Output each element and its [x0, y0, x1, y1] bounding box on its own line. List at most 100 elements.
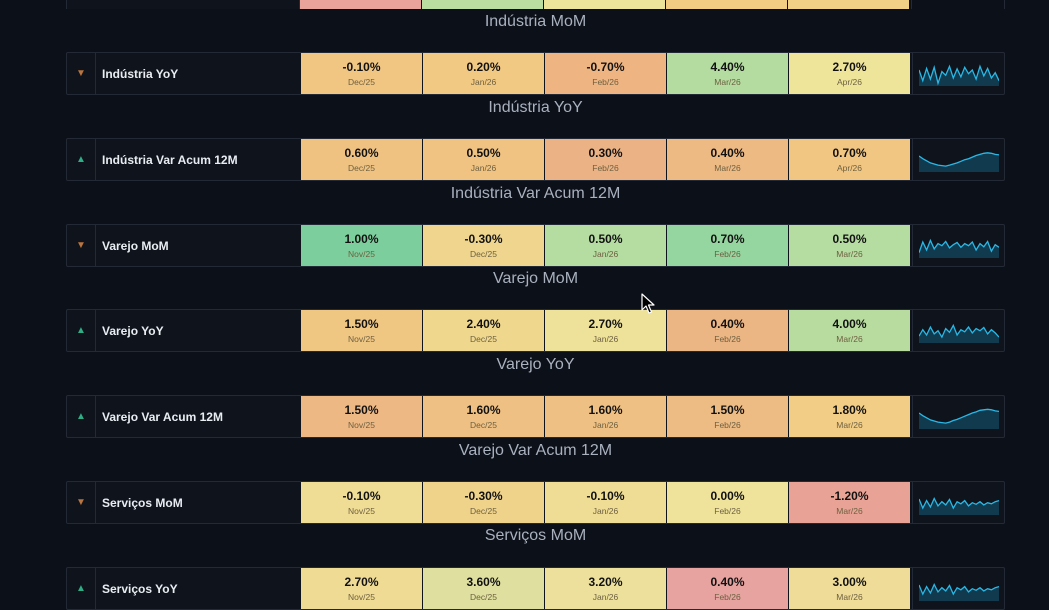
- cell-value: 0.40%: [710, 145, 745, 160]
- cell-value: 3.60%: [466, 574, 501, 589]
- value-cell[interactable]: 1.60% Dec/25: [423, 396, 544, 437]
- value-cell[interactable]: -1.20% Mar/26: [789, 482, 910, 523]
- indicator-row[interactable]: ▲ Serviços YoY 2.70% Nov/25 3.60% Dec/25 3.20%…: [66, 567, 1005, 610]
- value-cell[interactable]: 2.40% Dec/25: [423, 310, 544, 351]
- cell-date: Dec/25: [470, 248, 497, 259]
- sparkline-chart: [912, 482, 1004, 523]
- cell-date: Mar/26: [836, 333, 863, 344]
- cell-date: Feb/26: [714, 333, 741, 344]
- value-cell[interactable]: 1.50% Nov/25: [301, 396, 422, 437]
- value-cell[interactable]: -0.30% Dec/25: [423, 225, 544, 266]
- value-cell[interactable]: 1.50% Feb/26: [667, 396, 788, 437]
- value-cell[interactable]: 3.60% Dec/25: [423, 568, 544, 609]
- cell-value: -0.70%: [586, 59, 625, 74]
- value-cell[interactable]: 1.80% Mar/26: [789, 396, 910, 437]
- value-cell[interactable]: 0.50% Mar/26: [789, 225, 910, 266]
- indicator-row[interactable]: ▲ Varejo YoY 1.50% Nov/25 2.40% Dec/25 2.70% Ja…: [66, 309, 1005, 352]
- cell-value: 0.30%: [588, 145, 623, 160]
- value-cell[interactable]: [300, 0, 421, 9]
- cell-date: Feb/26: [714, 591, 741, 602]
- cell-date: Mar/26: [836, 248, 863, 259]
- cell-value: 1.50%: [344, 402, 379, 417]
- value-cell[interactable]: [666, 0, 787, 9]
- cell-date: Mar/26: [714, 162, 741, 173]
- cell-date: Feb/26: [592, 76, 619, 87]
- value-cell[interactable]: 0.60% Dec/25: [301, 139, 422, 180]
- cell-date: Jan/26: [592, 248, 619, 259]
- triangle-down-icon: ▼: [67, 225, 96, 266]
- cell-value: 0.70%: [710, 231, 745, 246]
- cell-date: Nov/25: [348, 333, 375, 344]
- value-cell[interactable]: 2.70% Apr/26: [789, 53, 910, 94]
- sparkline-chart: [912, 139, 1004, 180]
- row-name: Varejo MoM: [102, 238, 169, 253]
- value-cell[interactable]: -0.10% Dec/25: [301, 53, 422, 94]
- value-cell[interactable]: 0.00% Feb/26: [667, 482, 788, 523]
- value-cell[interactable]: 2.70% Nov/25: [301, 568, 422, 609]
- value-cell[interactable]: -0.10% Jan/26: [545, 482, 666, 523]
- indicator-row[interactable]: ▼ Serviços MoM -0.10% Nov/25 -0.30% Dec/25 -0.…: [66, 481, 1005, 524]
- value-cell[interactable]: 0.30% Feb/26: [545, 139, 666, 180]
- value-cell[interactable]: 0.50% Jan/26: [423, 139, 544, 180]
- value-cell[interactable]: 0.70% Feb/26: [667, 225, 788, 266]
- row-name: Varejo Var Acum 12M: [102, 409, 223, 424]
- cell-date: Jan/26: [592, 505, 619, 516]
- value-cell[interactable]: -0.70% Feb/26: [545, 53, 666, 94]
- cell-value: -0.10%: [342, 488, 381, 503]
- value-cell[interactable]: 0.50% Jan/26: [545, 225, 666, 266]
- cell-value: 0.40%: [710, 574, 745, 589]
- value-cell[interactable]: 1.60% Jan/26: [545, 396, 666, 437]
- value-cell[interactable]: 1.50% Nov/25: [301, 310, 422, 351]
- value-cell[interactable]: 3.20% Jan/26: [545, 568, 666, 609]
- triangle-up-icon: ▲: [67, 396, 96, 437]
- cell-value: 1.60%: [466, 402, 501, 417]
- triangle-up-icon: ▲: [67, 139, 96, 180]
- cell-date: Nov/25: [348, 591, 375, 602]
- value-cell[interactable]: [544, 0, 665, 9]
- row-name-cell: [66, 0, 300, 9]
- value-cell[interactable]: 0.40% Mar/26: [667, 139, 788, 180]
- cell-date: Mar/26: [836, 505, 863, 516]
- indicator-row[interactable]: ▼ Varejo MoM 1.00% Nov/25 -0.30% Dec/25 0.50% J…: [66, 224, 1005, 267]
- value-cell[interactable]: 0.70% Apr/26: [789, 139, 910, 180]
- value-cell[interactable]: 3.00% Mar/26: [789, 568, 910, 609]
- cell-date: Mar/26: [836, 419, 863, 430]
- value-cell[interactable]: 4.00% Mar/26: [789, 310, 910, 351]
- cell-date: Nov/25: [348, 505, 375, 516]
- value-cell[interactable]: 0.40% Feb/26: [667, 310, 788, 351]
- value-cell[interactable]: 2.70% Jan/26: [545, 310, 666, 351]
- value-cell[interactable]: [422, 0, 543, 9]
- value-cell[interactable]: 4.40% Mar/26: [667, 53, 788, 94]
- cell-value: 0.70%: [832, 145, 867, 160]
- indicator-row[interactable]: ▲ Indústria Var Acum 12M 0.60% Dec/25 0.50% J…: [66, 138, 1005, 181]
- row-caption: Varejo YoY: [496, 356, 575, 373]
- row-name: Varejo YoY: [102, 323, 164, 338]
- value-cell[interactable]: 0.40% Feb/26: [667, 568, 788, 609]
- cell-date: Mar/26: [836, 591, 863, 602]
- value-cell[interactable]: 1.00% Nov/25: [301, 225, 422, 266]
- sparkline-line: [919, 582, 999, 596]
- indicator-row[interactable]: ▼ Indústria YoY -0.10% Dec/25 0.20% Jan/26 -0.…: [66, 52, 1005, 95]
- value-cell[interactable]: -0.10% Nov/25: [301, 482, 422, 523]
- row-name: Serviços MoM: [102, 495, 183, 510]
- row-caption: Indústria YoY: [488, 99, 583, 116]
- mouse-cursor-icon: [641, 293, 655, 314]
- value-cell[interactable]: -0.30% Dec/25: [423, 482, 544, 523]
- cell-date: Apr/26: [836, 76, 863, 87]
- cell-value: 2.40%: [466, 316, 501, 331]
- cell-date: Apr/26: [836, 162, 863, 173]
- cell-value: -0.30%: [464, 488, 503, 503]
- row-name: Indústria Var Acum 12M: [102, 152, 238, 167]
- triangle-down-icon: ▼: [67, 482, 96, 523]
- row-caption: Serviços MoM: [484, 527, 587, 544]
- cell-value: -0.10%: [586, 488, 625, 503]
- value-cell[interactable]: 0.20% Jan/26: [423, 53, 544, 94]
- sparkline-line: [919, 408, 999, 424]
- cell-value: 0.00%: [710, 488, 745, 503]
- cell-date: Jan/26: [592, 419, 619, 430]
- cell-date: Jan/26: [470, 76, 497, 87]
- indicator-row[interactable]: ▲ Varejo Var Acum 12M 1.50% Nov/25 1.60% Dec/…: [66, 395, 1005, 438]
- sparkline-area: [919, 324, 999, 343]
- value-cell[interactable]: [788, 0, 909, 9]
